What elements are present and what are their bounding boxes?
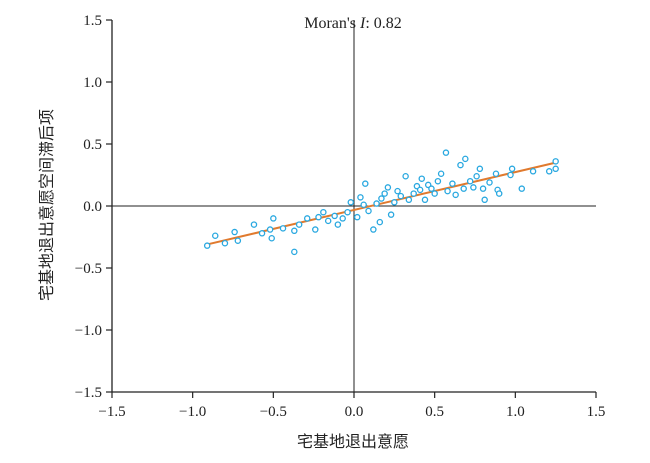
data-point xyxy=(418,175,426,182)
data-point xyxy=(357,194,364,201)
data-point xyxy=(518,185,526,192)
data-point xyxy=(545,168,553,175)
data-point xyxy=(449,180,456,187)
data-point xyxy=(266,226,274,233)
data-point xyxy=(279,225,287,232)
annotation-sep: : xyxy=(365,15,373,32)
x-tick-label: 1.5 xyxy=(587,404,606,420)
data-point xyxy=(405,196,413,204)
y-tick-label: 1.5 xyxy=(83,13,102,29)
points-group xyxy=(203,149,559,256)
data-point xyxy=(495,190,503,197)
data-point xyxy=(434,177,442,185)
data-point xyxy=(203,242,211,249)
y-tick-label: 0.5 xyxy=(83,137,102,153)
data-point xyxy=(437,170,445,178)
data-point xyxy=(394,187,401,195)
data-point xyxy=(370,226,377,233)
data-point xyxy=(362,180,369,187)
data-point xyxy=(312,226,319,233)
data-point xyxy=(378,195,385,202)
data-point xyxy=(466,177,474,185)
data-point xyxy=(479,185,487,192)
x-tick-label: 1.0 xyxy=(506,404,525,420)
x-tick-label: −1.5 xyxy=(98,404,125,420)
data-point xyxy=(320,208,327,216)
x-axis-title: 宅基地退出意愿 xyxy=(297,432,409,451)
data-point xyxy=(365,207,372,215)
data-point xyxy=(473,172,480,180)
data-point xyxy=(303,215,311,222)
data-point xyxy=(331,212,338,220)
data-point xyxy=(397,192,405,200)
data-point xyxy=(421,196,429,204)
data-point xyxy=(250,221,258,228)
data-point xyxy=(387,211,395,218)
y-tick-label: 1.0 xyxy=(83,75,102,91)
data-point xyxy=(431,190,438,197)
data-point xyxy=(231,228,238,236)
data-point xyxy=(295,221,303,228)
data-point xyxy=(529,168,537,175)
data-point xyxy=(324,217,332,225)
data-point xyxy=(291,227,298,235)
data-point xyxy=(442,149,450,156)
data-point xyxy=(360,201,367,209)
data-point xyxy=(457,161,464,169)
data-point xyxy=(384,184,392,191)
annotation-stat: I xyxy=(359,15,366,32)
data-point xyxy=(376,218,384,226)
data-point xyxy=(391,199,398,206)
annotation-value: 0.82 xyxy=(374,15,402,32)
x-tick-label: −0.5 xyxy=(260,404,287,420)
data-point xyxy=(221,239,229,247)
axes xyxy=(106,19,597,398)
tick-labels: −1.5 −1.0 −0.5 0.0 0.5 1.0 1.5 −1.5 −1.0 −0.5 0.0 0… xyxy=(75,13,606,420)
y-tick-label: −0.5 xyxy=(75,261,102,277)
data-point xyxy=(291,248,298,256)
data-point xyxy=(486,179,493,186)
data-point xyxy=(552,158,559,165)
annotation-label: Moran's xyxy=(304,15,360,32)
data-point xyxy=(507,171,514,179)
data-point xyxy=(462,155,469,163)
y-tick-label: −1.0 xyxy=(75,323,102,339)
data-point xyxy=(339,215,346,222)
morans-i-annotation: Moran's I: 0.82 xyxy=(304,15,402,32)
data-point xyxy=(347,199,355,206)
data-point xyxy=(353,213,361,221)
y-tick-label: −1.5 xyxy=(75,385,102,401)
y-axis-title: 宅基地退出意愿空间滞后项 xyxy=(37,109,56,301)
x-tick-label: 0.5 xyxy=(425,404,444,420)
data-point xyxy=(258,230,266,237)
data-point xyxy=(410,190,417,197)
data-point xyxy=(492,170,500,178)
data-point xyxy=(373,200,380,207)
y-tick-label: 0.0 xyxy=(83,199,102,215)
data-point xyxy=(476,165,484,173)
data-point xyxy=(444,187,451,195)
data-point xyxy=(428,185,435,192)
data-point xyxy=(381,190,388,197)
data-point xyxy=(334,221,342,228)
data-point xyxy=(416,186,424,194)
data-point xyxy=(268,234,275,242)
data-point xyxy=(460,185,467,192)
x-tick-label: 0.0 xyxy=(345,404,364,420)
data-point xyxy=(470,184,477,191)
data-point xyxy=(508,165,516,173)
data-point xyxy=(552,165,559,173)
data-point xyxy=(212,232,219,240)
data-point xyxy=(481,196,488,204)
x-tick-label: −1.0 xyxy=(179,404,206,420)
data-point xyxy=(344,208,351,216)
data-point xyxy=(270,215,277,222)
data-point xyxy=(452,191,459,199)
data-point xyxy=(234,237,242,244)
data-point xyxy=(315,213,322,221)
data-point xyxy=(402,172,409,180)
